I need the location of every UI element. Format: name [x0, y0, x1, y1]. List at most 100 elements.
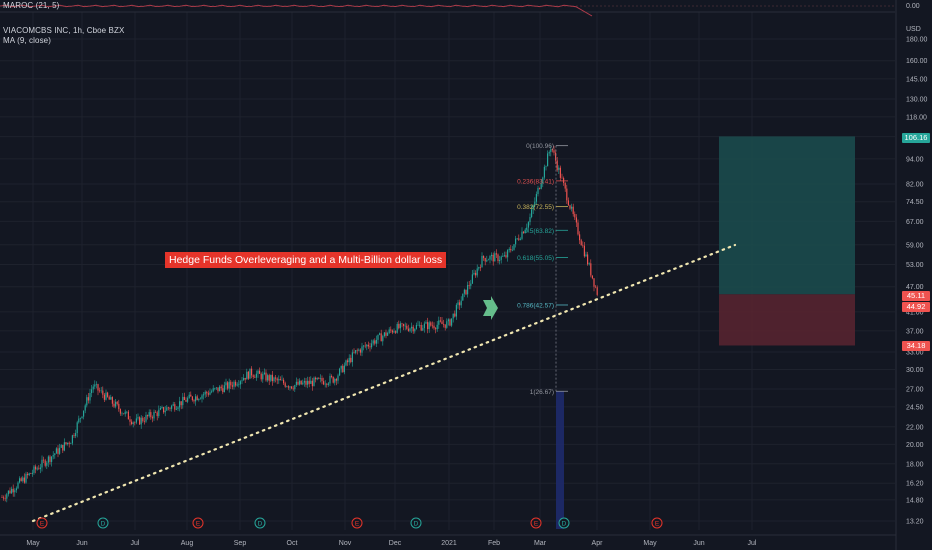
fib-level-label: 0.786(42.57): [517, 302, 554, 309]
candle-body: [403, 323, 405, 327]
candle-body: [231, 385, 233, 387]
candlestick-series: [1, 145, 598, 503]
price-tick-label: 47.00: [906, 284, 924, 291]
candle-body: [239, 381, 241, 385]
candle-body: [36, 468, 38, 470]
fib-level-label: 0.618(55.05): [517, 255, 554, 262]
candle-body: [324, 383, 326, 385]
price-tick-label: 145.00: [906, 76, 928, 83]
candle-body: [551, 149, 553, 151]
candle-body: [409, 328, 411, 331]
candle-body: [47, 456, 49, 463]
fib-retracement[interactable]: 0(100.96) 0.236(83.41) 0.382(72.55) 0.5(63.…: [517, 143, 568, 529]
candle-body: [529, 217, 531, 223]
candle-body: [553, 150, 555, 153]
candle-body: [155, 411, 157, 413]
candle-body: [207, 393, 209, 395]
candle-body: [566, 188, 568, 201]
candle-body: [243, 377, 245, 381]
candle-body: [107, 392, 109, 397]
earnings-marker[interactable]: E: [192, 517, 204, 529]
time-tick-label: May: [26, 540, 40, 547]
candle-body: [334, 378, 336, 383]
candle-body: [502, 256, 504, 257]
trendline[interactable]: [31, 243, 737, 523]
candle-body: [137, 417, 139, 419]
time-tick-label: Apr: [592, 540, 604, 547]
candle-body: [175, 408, 177, 410]
candle-body: [367, 344, 369, 347]
candle-body: [537, 187, 539, 195]
candle-body: [540, 183, 542, 189]
candle-body: [76, 422, 78, 434]
dividend-marker[interactable]: D: [558, 517, 570, 529]
candle-body: [46, 462, 48, 466]
candle-body: [283, 379, 285, 384]
event-label: E: [534, 521, 539, 528]
candle-body: [147, 415, 149, 417]
annotation-banner[interactable]: Hedge Funds Overleveraging and a Multi-B…: [165, 252, 447, 268]
candle-body: [414, 328, 416, 332]
candle-body: [179, 401, 181, 408]
candle-body: [454, 313, 456, 317]
dividend-marker[interactable]: D: [97, 517, 109, 529]
candle-body: [195, 396, 197, 402]
candle-body: [222, 388, 224, 393]
candle-body: [172, 404, 174, 406]
candle-body: [35, 466, 37, 470]
earnings-marker[interactable]: E: [530, 517, 542, 529]
time-axis[interactable]: May Jun Jul Aug Sep Oct Nov Dec 2021 Feb Mar Apr May…: [0, 534, 896, 547]
dividend-marker[interactable]: D: [410, 517, 422, 529]
candle-body: [508, 248, 510, 251]
candle-body: [281, 379, 283, 381]
candle-body: [79, 417, 81, 419]
candle-body: [420, 324, 422, 331]
candle-body: [582, 245, 584, 246]
candle-body: [105, 392, 107, 400]
candle-body: [294, 385, 296, 390]
price-tick-label: 33.00: [906, 349, 924, 356]
fib-level-label: 0.5(63.82): [524, 228, 554, 235]
earnings-marker[interactable]: E: [36, 517, 48, 529]
candle-body: [203, 394, 205, 396]
candle-body: [150, 412, 152, 418]
earnings-marker[interactable]: E: [651, 517, 663, 529]
candle-body: [111, 397, 113, 404]
candle-body: [436, 324, 438, 330]
candle-body: [196, 396, 198, 400]
long-position-tool[interactable]: [719, 136, 855, 346]
candle-body: [73, 435, 75, 437]
event-label: E: [655, 521, 660, 528]
candle-body: [561, 177, 563, 179]
earnings-marker[interactable]: E: [351, 517, 363, 529]
candle-body: [75, 433, 77, 437]
dividend-marker[interactable]: D: [254, 517, 266, 529]
candle-body: [329, 375, 331, 384]
candle-body: [300, 380, 302, 385]
candle-body: [198, 398, 200, 400]
candle-body: [489, 256, 491, 260]
candle-body: [204, 391, 206, 395]
candle-body: [327, 383, 329, 385]
candle-body: [585, 254, 587, 257]
candle-body: [84, 405, 86, 411]
candle-body: [558, 167, 560, 170]
indicator-legend: MAROC (21, 5): [3, 1, 60, 10]
time-tick-label: Feb: [488, 540, 500, 547]
event-circle: [410, 517, 422, 529]
candle-body: [510, 248, 512, 251]
candle-body: [49, 456, 51, 462]
candle-body: [267, 375, 269, 381]
time-tick-label: Jul: [131, 540, 140, 547]
stop-price-tag: 34.18: [902, 341, 930, 351]
candle-body: [337, 375, 339, 381]
price-axis[interactable]: 180.00160.00145.00130.00118.00106.0094.0…: [895, 0, 928, 550]
candle-body: [398, 323, 400, 329]
candle-body: [153, 411, 155, 419]
candle-body: [455, 304, 457, 317]
price-tick-label: 180.00: [906, 37, 928, 44]
indicator-pane: [0, 4, 895, 17]
candle-body: [190, 394, 192, 397]
